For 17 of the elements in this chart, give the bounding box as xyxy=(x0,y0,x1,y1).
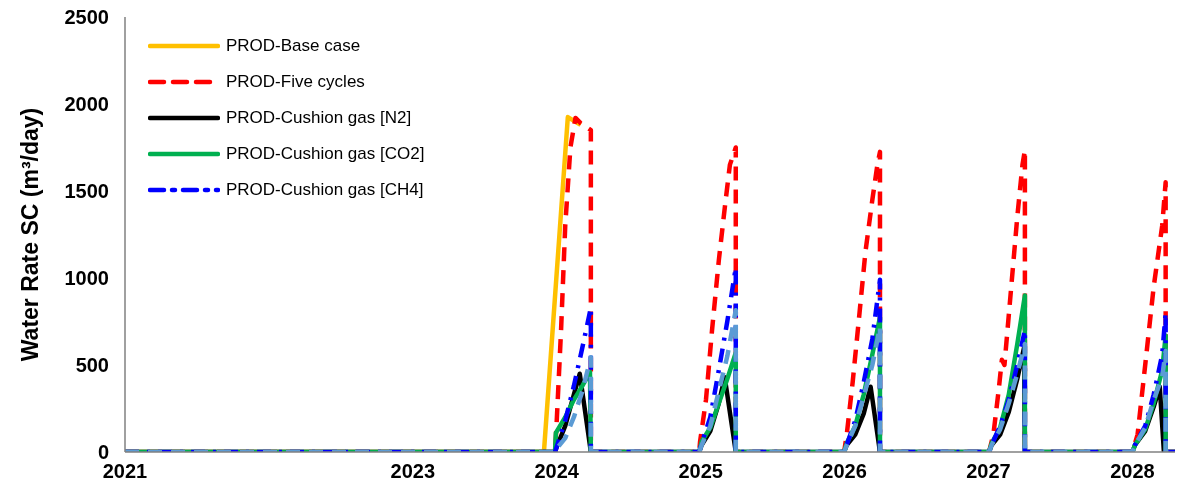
legend-label: PROD-Cushion gas [CO2] xyxy=(226,144,425,164)
y-tick-label: 500 xyxy=(75,354,109,377)
x-tick-label: 2024 xyxy=(534,460,580,483)
y-tick-label: 1500 xyxy=(64,180,109,203)
x-tick-label: 2025 xyxy=(678,460,723,483)
y-tick-label: 1000 xyxy=(64,267,109,290)
x-tick-label: 2023 xyxy=(390,460,436,483)
y-axis-title: Water Rate SC (m³/day) xyxy=(17,107,44,362)
x-tick-label: 2026 xyxy=(822,460,867,483)
x-tick-label: 2027 xyxy=(966,460,1011,483)
legend-label: PROD-Five cycles xyxy=(226,72,365,92)
x-tick-label: 2028 xyxy=(1110,460,1155,483)
legend-label: PROD-Base case xyxy=(226,36,361,56)
legend-label: PROD-Cushion gas [N2] xyxy=(226,108,412,128)
y-tick-label: 2500 xyxy=(64,6,109,29)
legend-label: PROD-Cushion gas [CH4] xyxy=(226,180,424,200)
y-tick-label: 2000 xyxy=(64,93,109,116)
